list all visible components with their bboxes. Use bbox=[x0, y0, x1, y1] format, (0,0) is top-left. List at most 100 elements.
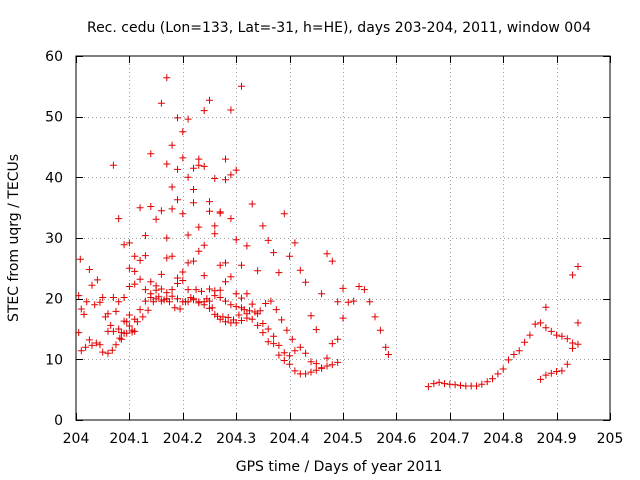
data-point-marker bbox=[574, 319, 582, 327]
data-point-marker bbox=[128, 326, 136, 334]
data-point-marker bbox=[451, 381, 459, 389]
data-point-marker bbox=[275, 351, 283, 359]
data-point-marker bbox=[371, 313, 379, 321]
data-point-marker bbox=[264, 325, 272, 333]
data-point-marker bbox=[190, 295, 197, 303]
data-point-marker bbox=[216, 209, 224, 217]
data-point-marker bbox=[85, 266, 93, 273]
x-tick-label: 204.8 bbox=[483, 431, 523, 447]
data-point-marker bbox=[179, 128, 187, 136]
data-point-marker bbox=[108, 346, 116, 354]
data-point-marker bbox=[219, 313, 227, 321]
x-tick-label: 204.9 bbox=[537, 431, 577, 447]
data-point-marker bbox=[206, 198, 213, 206]
data-point-marker bbox=[558, 332, 566, 340]
x-tick-label: 204.2 bbox=[163, 431, 203, 447]
data-point-marker bbox=[216, 261, 224, 269]
data-point-marker bbox=[355, 283, 363, 290]
data-point-marker bbox=[133, 318, 141, 326]
data-point-marker bbox=[88, 341, 96, 349]
data-point-marker bbox=[574, 340, 582, 348]
data-point-marker bbox=[259, 329, 267, 337]
data-point-marker bbox=[83, 298, 91, 306]
data-point-marker bbox=[291, 347, 299, 355]
data-point-marker bbox=[147, 203, 155, 210]
data-point-marker bbox=[99, 294, 107, 301]
y-tick-label: 0 bbox=[54, 413, 63, 429]
data-point-marker bbox=[125, 283, 133, 290]
data-point-marker bbox=[93, 276, 101, 284]
data-point-marker bbox=[182, 298, 189, 306]
data-point-marker bbox=[286, 252, 294, 260]
data-point-marker bbox=[176, 305, 184, 313]
data-point-marker bbox=[232, 303, 240, 311]
data-point-marker bbox=[286, 352, 294, 360]
data-point-marker bbox=[163, 295, 171, 303]
data-point-marker bbox=[537, 375, 545, 383]
data-point-marker bbox=[222, 318, 229, 326]
data-point-marker bbox=[318, 364, 326, 372]
data-point-marker bbox=[104, 310, 112, 318]
data-point-marker bbox=[123, 329, 131, 337]
data-point-marker bbox=[286, 360, 294, 368]
data-point-marker bbox=[542, 303, 550, 311]
data-point-marker bbox=[96, 298, 104, 306]
data-point-marker bbox=[232, 236, 240, 244]
data-point-marker bbox=[200, 272, 208, 280]
data-point-marker bbox=[339, 284, 347, 292]
data-point-marker bbox=[141, 232, 149, 240]
data-point-marker bbox=[278, 316, 286, 324]
data-point-marker bbox=[136, 306, 144, 314]
data-point-marker bbox=[85, 336, 93, 344]
data-point-marker bbox=[168, 292, 176, 300]
data-point-marker bbox=[99, 348, 107, 356]
data-point-marker bbox=[243, 290, 251, 298]
data-point-marker bbox=[232, 290, 240, 298]
data-point-marker bbox=[510, 351, 518, 358]
data-point-marker bbox=[152, 282, 160, 290]
data-point-marker bbox=[446, 380, 454, 388]
data-point-marker bbox=[270, 340, 278, 348]
y-tick-label: 30 bbox=[45, 231, 63, 247]
data-point-marker bbox=[441, 380, 448, 388]
data-point-marker bbox=[334, 335, 342, 343]
data-point-marker bbox=[195, 299, 203, 307]
data-point-marker bbox=[457, 381, 464, 389]
y-tick-label: 40 bbox=[45, 170, 63, 186]
data-point-marker bbox=[200, 241, 208, 249]
x-tick-label: 204.7 bbox=[430, 431, 470, 447]
data-point-marker bbox=[254, 267, 262, 275]
data-point-marker bbox=[232, 166, 240, 174]
data-point-marker bbox=[92, 339, 100, 347]
data-point-marker bbox=[147, 294, 155, 301]
data-point-marker bbox=[211, 175, 219, 182]
data-point-marker bbox=[499, 365, 507, 373]
data-point-marker bbox=[125, 239, 133, 247]
data-point-marker bbox=[302, 370, 310, 378]
data-point-marker bbox=[112, 307, 120, 315]
data-point-marker bbox=[131, 267, 139, 275]
data-point-marker bbox=[238, 317, 245, 324]
data-point-marker bbox=[190, 186, 197, 193]
data-point-marker bbox=[222, 278, 229, 286]
data-point-marker bbox=[307, 358, 315, 366]
data-point-marker bbox=[254, 310, 262, 318]
axis-ticks bbox=[76, 56, 611, 421]
data-point-marker bbox=[117, 329, 125, 337]
data-point-marker bbox=[163, 234, 171, 242]
data-point-marker bbox=[521, 338, 529, 346]
data-point-marker bbox=[302, 349, 310, 357]
data-point-marker bbox=[112, 341, 120, 349]
data-point-marker bbox=[200, 107, 208, 115]
data-point-marker bbox=[115, 215, 123, 223]
data-point-marker bbox=[168, 205, 176, 213]
data-point-marker bbox=[131, 252, 139, 260]
data-point-marker bbox=[384, 351, 392, 358]
data-point-marker bbox=[248, 200, 256, 208]
data-point-marker bbox=[473, 382, 480, 390]
data-point-marker bbox=[152, 215, 160, 223]
data-point-marker bbox=[211, 230, 219, 238]
x-tick-label: 204.5 bbox=[323, 431, 363, 447]
data-point-marker bbox=[80, 310, 88, 318]
y-axis-label: STEC from uqrg / TECUs bbox=[6, 154, 22, 322]
